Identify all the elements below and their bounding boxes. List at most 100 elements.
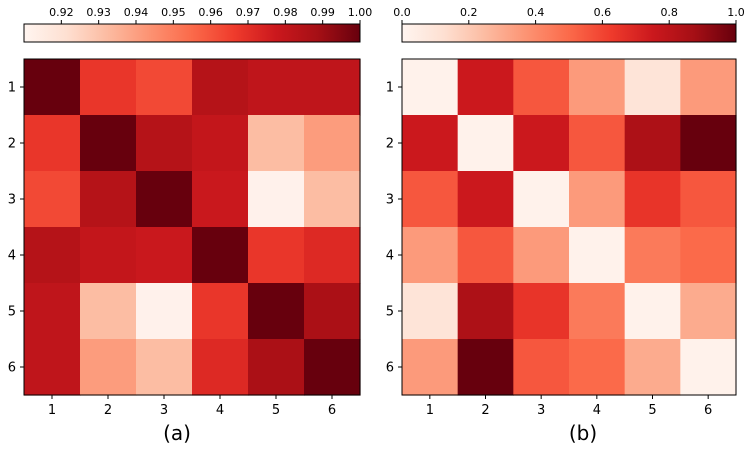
y-tick-label: 1 [386,81,394,96]
x-tick-label: 1 [426,403,434,418]
y-tick-label: 5 [386,305,394,320]
heatmap-cell [192,283,249,340]
heatmap-cell [457,339,514,396]
heatmap-cell [402,227,459,284]
heatmap-cell [680,115,737,172]
heatmap-cell [136,171,193,228]
heatmap-cell [680,171,737,228]
colorbar-tick-label: 1.00 [348,6,373,19]
heatmap-cell [569,227,626,284]
heatmap-cell [680,59,737,116]
heatmap-cell [680,227,737,284]
heatmap-cell [513,227,570,284]
x-tick-label: 6 [704,403,712,418]
heatmap-cell [80,59,137,116]
heatmap-cell [624,283,681,340]
heatmap-cell [304,59,361,116]
heatmap-cell [457,59,514,116]
heatmap-cell [680,283,737,340]
heatmap-cell [457,171,514,228]
heatmap-cell [569,171,626,228]
heatmap-cell [192,227,249,284]
heatmap-cell [24,171,81,228]
x-tick-label: 3 [160,403,168,418]
heatmap-cell [402,115,459,172]
heatmap-cell [80,339,137,396]
y-tick-label: 6 [386,361,394,376]
y-tick-label: 1 [8,81,16,96]
y-tick-label: 3 [386,193,394,208]
heatmap-cell [136,115,193,172]
colorbar-tick-label: 0.99 [310,6,335,19]
heatmap-cell [513,115,570,172]
heatmap-cell [402,171,459,228]
heatmap-cell [569,115,626,172]
heatmap-cell [513,59,570,116]
x-tick-label: 2 [481,403,489,418]
heatmap-cell [192,339,249,396]
heatmap-cell [136,283,193,340]
heatmap-cell [24,283,81,340]
heatmap-cell [136,59,193,116]
heatmap-cell [80,227,137,284]
colorbar-tick-label: 0.94 [124,6,149,19]
colorbar-tick-label: 1.0 [727,6,745,19]
y-tick-label: 4 [386,249,394,264]
heatmap-frame [401,58,737,396]
colorbar-tick-label: 0.93 [86,6,111,19]
heatmap-cell [248,339,305,396]
heatmap-cell [304,339,361,396]
colorbar-tick-label: 0.0 [393,6,411,19]
heatmap-panel-a: (a) 1 2 3 4 5 6 1 2 3 4 5 6 0.92 0.93 0.94 0.95 0.96 0.97… [8,6,373,445]
x-tick-label: 4 [593,403,601,418]
x-tick-label: 4 [216,403,224,418]
heatmap-cell [624,339,681,396]
y-tick-label: 4 [8,249,16,264]
x-tick-label: 6 [328,403,336,418]
heatmap-cell [513,171,570,228]
colorbar-tick-label: 0.2 [460,6,478,19]
colorbar-tick-label: 0.8 [660,6,678,19]
heatmap-cell [569,339,626,396]
colorbar-tick-label: 0.92 [49,6,74,19]
heatmap-cell [248,227,305,284]
heatmap-cell [457,115,514,172]
heatmap-cell [136,227,193,284]
heatmap-cell [457,227,514,284]
heatmap-cell [304,171,361,228]
heatmap-cell [80,115,137,172]
colorbar [401,23,737,43]
heatmap-cell [457,283,514,340]
x-tick-label: 3 [537,403,545,418]
heatmap-cell [80,171,137,228]
colorbar-tick-label: 0.97 [236,6,261,19]
heatmap-cell [136,339,193,396]
heatmap-cell [192,59,249,116]
heatmap-cell [304,227,361,284]
x-tick-label: 2 [104,403,112,418]
heatmap-cell [24,59,81,116]
heatmap-cell [402,59,459,116]
heatmap-cell [248,171,305,228]
heatmap-panel-b: (b) 1 2 3 4 5 6 1 2 3 4 5 6 0.0 0.2 0.4 0.6 0.8 1.0 [386,6,745,445]
colorbar-tick-label: 0.98 [273,6,298,19]
colorbar-tick-label: 0.4 [527,6,545,19]
y-tick-label: 5 [8,305,16,320]
heatmap-cell [569,59,626,116]
y-tick-label: 2 [386,137,394,152]
heatmap-cell [304,115,361,172]
x-tick-label: 5 [648,403,656,418]
heatmap-cell [24,115,81,172]
heatmap-cell [24,339,81,396]
y-tick-label: 2 [8,137,16,152]
colorbar-tick-label: 0.6 [594,6,612,19]
heatmap-cell [513,283,570,340]
heatmap-cell [624,227,681,284]
colorbar-tick-label: 0.96 [198,6,223,19]
heatmap-cell [192,115,249,172]
x-tick-label: 1 [48,403,56,418]
heatmap-cell [624,59,681,116]
heatmap-cell [248,59,305,116]
heatmap-cell [402,339,459,396]
